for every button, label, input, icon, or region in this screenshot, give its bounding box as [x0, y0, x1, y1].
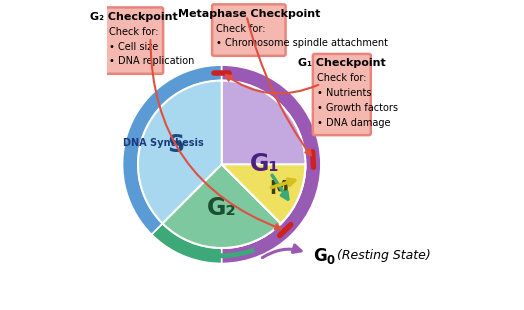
Text: Metaphase Checkpoint: Metaphase Checkpoint — [178, 9, 320, 19]
Text: • Growth factors: • Growth factors — [317, 103, 398, 113]
Text: S: S — [167, 133, 184, 157]
FancyBboxPatch shape — [212, 4, 286, 56]
Text: DNA Synthesis: DNA Synthesis — [123, 138, 204, 148]
Wedge shape — [123, 65, 222, 234]
Text: M: M — [269, 179, 289, 197]
Wedge shape — [162, 164, 281, 248]
Text: G₂ Checkpoint: G₂ Checkpoint — [90, 12, 178, 22]
Text: Check for:: Check for: — [110, 27, 159, 37]
FancyBboxPatch shape — [313, 54, 371, 135]
Text: • Chromosome spindle attachment: • Chromosome spindle attachment — [216, 38, 388, 48]
Wedge shape — [138, 81, 222, 224]
Text: (Resting State): (Resting State) — [333, 249, 431, 262]
Wedge shape — [222, 65, 321, 264]
Text: • Nutrients: • Nutrients — [317, 88, 372, 98]
Wedge shape — [151, 164, 321, 264]
FancyBboxPatch shape — [105, 7, 163, 74]
Text: G₁ Checkpoint: G₁ Checkpoint — [298, 58, 386, 68]
Text: Check for:: Check for: — [317, 73, 367, 83]
Text: • DNA replication: • DNA replication — [110, 56, 195, 66]
Text: • Cell size: • Cell size — [110, 42, 159, 51]
Text: G₂: G₂ — [207, 196, 236, 220]
Wedge shape — [222, 164, 305, 224]
Text: $\mathbf{G_0}$: $\mathbf{G_0}$ — [313, 246, 336, 266]
Text: • DNA damage: • DNA damage — [317, 118, 391, 128]
Text: Check for:: Check for: — [216, 24, 266, 33]
Text: G₁: G₁ — [250, 152, 280, 176]
Wedge shape — [222, 81, 305, 248]
